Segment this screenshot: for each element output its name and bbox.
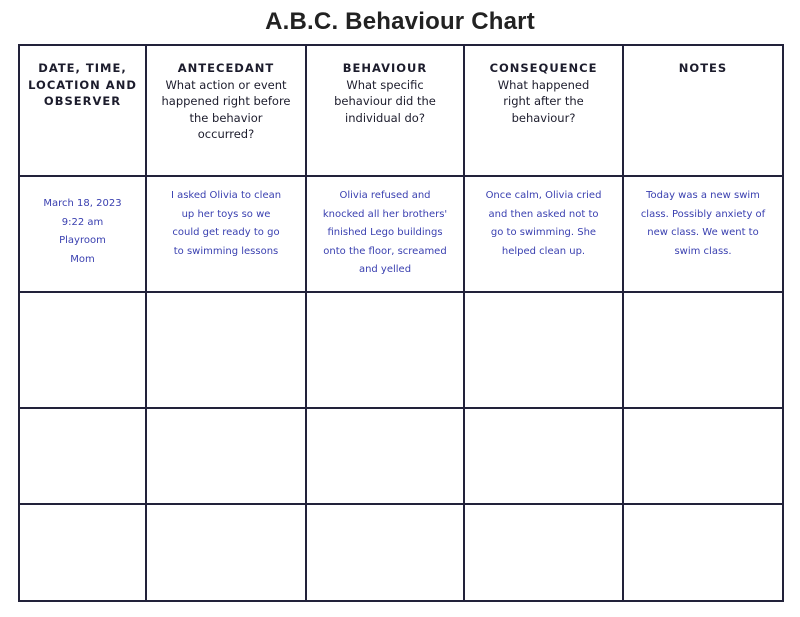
page-title: A.B.C. Behaviour Chart: [265, 8, 535, 35]
column-question: What specific behaviour did the individu…: [334, 77, 436, 125]
empty-cell: [463, 407, 624, 505]
empty-cell: [622, 291, 784, 409]
column-question: What action or event happened right befo…: [161, 77, 291, 142]
empty-row: [18, 291, 784, 409]
cell-antecedant: I asked Olivia to clean up her toys so w…: [145, 175, 307, 293]
empty-row: [18, 407, 784, 505]
empty-cell: [145, 503, 307, 602]
observer-text: Mom: [70, 253, 95, 265]
column-heading: BEHAVIOUR: [342, 61, 428, 75]
empty-cell: [145, 291, 307, 409]
empty-cell: [145, 407, 307, 505]
empty-cell: [305, 291, 465, 409]
column-heading: ANTECEDANT: [177, 61, 275, 75]
empty-row: [18, 503, 784, 602]
empty-cell: [622, 407, 784, 505]
header-row: DATE, TIME, LOCATION AND OBSERVER ANTECE…: [18, 44, 784, 177]
cell-consequence: Once calm, Olivia cried and then asked n…: [463, 175, 624, 293]
empty-cell: [622, 503, 784, 602]
header-antecedant: ANTECEDANT What action or event happened …: [145, 44, 307, 177]
empty-cell: [18, 291, 147, 409]
empty-cell: [463, 503, 624, 602]
cell-date-time-location-observer: March 18, 2023 9:22 am Playroom Mom: [18, 175, 147, 293]
empty-cell: [463, 291, 624, 409]
table-row: March 18, 2023 9:22 am Playroom Mom I as…: [18, 175, 784, 293]
abc-chart-table: DATE, TIME, LOCATION AND OBSERVER ANTECE…: [18, 44, 784, 602]
date-text: March 18, 2023: [43, 198, 122, 209]
location-text: Playroom: [59, 235, 106, 246]
empty-cell: [18, 407, 147, 505]
header-behaviour: BEHAVIOUR What specific behaviour did the…: [305, 44, 465, 177]
empty-cell: [305, 503, 465, 602]
column-heading: CONSEQUENCE: [489, 61, 598, 75]
cell-behaviour: Olivia refused and knocked all her broth…: [305, 175, 465, 293]
header-date-time-location-observer: DATE, TIME, LOCATION AND OBSERVER: [18, 44, 147, 177]
header-consequence: CONSEQUENCE What happened right after the…: [463, 44, 624, 177]
column-question: What happened right after the behaviour?: [497, 77, 590, 125]
column-heading: DATE, TIME, LOCATION AND OBSERVER: [28, 61, 137, 108]
empty-cell: [305, 407, 465, 505]
header-notes: NOTES: [622, 44, 784, 177]
column-heading: NOTES: [678, 61, 728, 75]
empty-cell: [18, 503, 147, 602]
time-text: 9:22 am: [61, 216, 104, 228]
cell-notes: Today was a new swim class. Possibly anx…: [622, 175, 784, 293]
